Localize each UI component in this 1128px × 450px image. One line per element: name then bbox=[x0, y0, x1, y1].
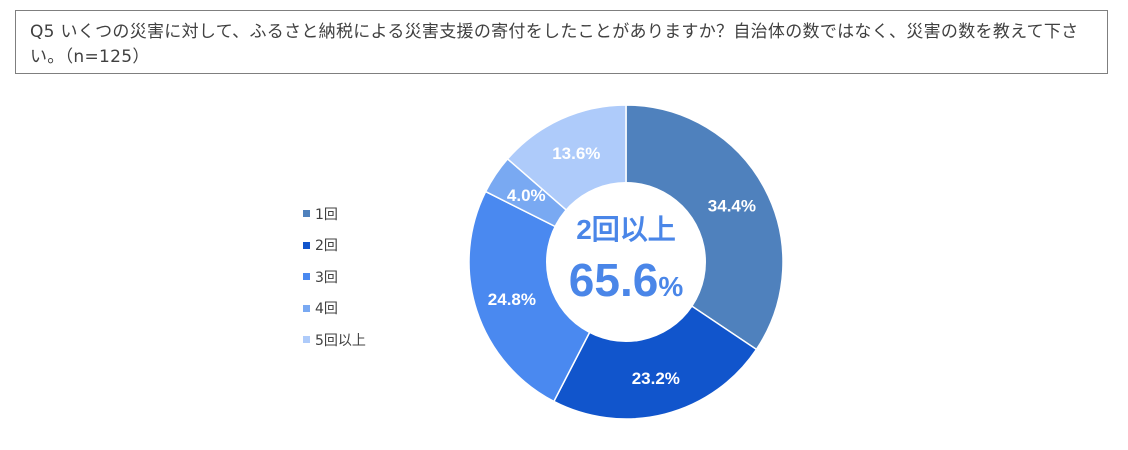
slice-label-3: 24.8% bbox=[488, 290, 536, 309]
legend-item-3: 3回 bbox=[303, 261, 366, 293]
center-value-number: 65.6 bbox=[569, 254, 659, 306]
legend-label-2: 2回 bbox=[315, 238, 338, 255]
slice-label-4: 4.0% bbox=[507, 186, 546, 205]
center-value-unit: % bbox=[658, 271, 683, 302]
legend-label-1: 1回 bbox=[315, 206, 338, 223]
legend-label-5: 5回以上 bbox=[315, 332, 366, 349]
legend-swatch-3 bbox=[303, 273, 310, 281]
question-box: Q5 いくつの災害に対して、ふるさと納税による災害支援の寄付をしたことがあります… bbox=[15, 10, 1108, 74]
center-label-value: 65.6% bbox=[569, 254, 684, 306]
legend-label-3: 3回 bbox=[315, 269, 338, 286]
center-label-title: 2回以上 bbox=[576, 214, 676, 245]
legend-item-2: 2回 bbox=[303, 230, 366, 262]
chart-legend: 1回 2回 3回 4回 5回以上 bbox=[303, 198, 366, 356]
slice-label-1: 34.4% bbox=[708, 197, 756, 216]
legend-swatch-5 bbox=[303, 336, 310, 344]
legend-swatch-2 bbox=[303, 241, 310, 249]
slice-label-2: 23.2% bbox=[632, 369, 680, 388]
slice-1 bbox=[625, 104, 784, 351]
slice-labels-group: 34.4% 23.2% 24.8% 4.0% 13.6% bbox=[488, 144, 756, 388]
legend-swatch-4 bbox=[303, 304, 310, 312]
legend-swatch-1 bbox=[303, 210, 310, 218]
legend-item-5: 5回以上 bbox=[303, 324, 366, 356]
slice-2 bbox=[552, 260, 758, 420]
legend-item-4: 4回 bbox=[303, 293, 366, 325]
slice-label-5: 13.6% bbox=[552, 144, 600, 163]
donut-hole bbox=[546, 182, 706, 342]
legend-label-4: 4回 bbox=[315, 301, 338, 318]
legend-item-1: 1回 bbox=[303, 198, 366, 230]
question-text: Q5 いくつの災害に対して、ふるさと納税による災害支援の寄付をしたことがあります… bbox=[30, 22, 1079, 67]
